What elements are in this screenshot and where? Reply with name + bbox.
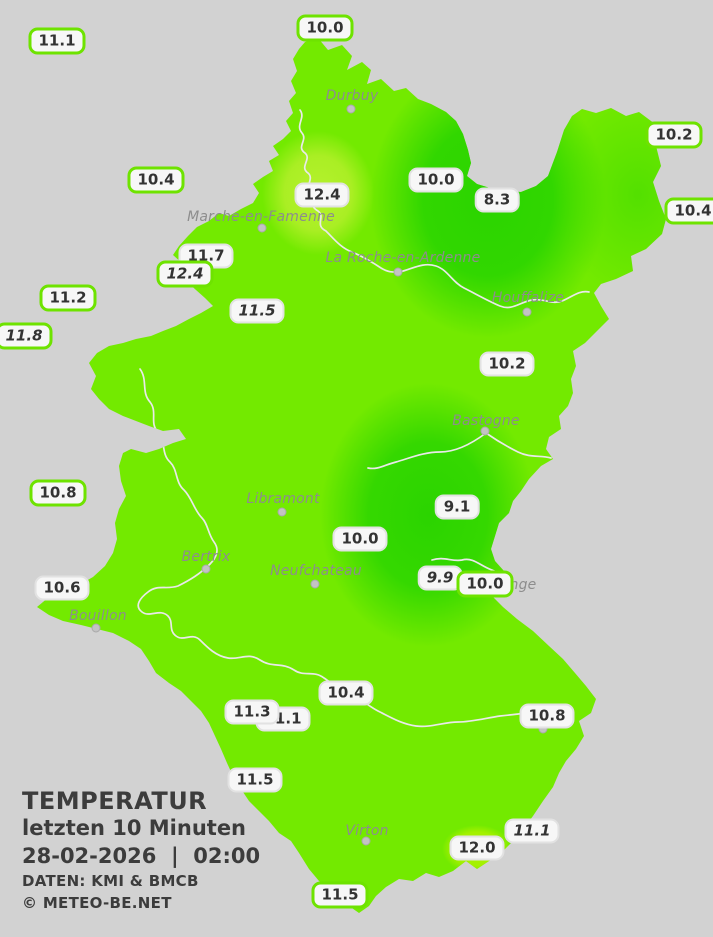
city-label-nge: nge xyxy=(509,577,537,593)
city-dot-la-roche-en-ardenne xyxy=(393,267,403,277)
data-source: DATEN: KMI & BMCB xyxy=(22,872,199,890)
temp-badge-11-3-22: 11.3 xyxy=(224,699,280,725)
temp-badge-10-4-7: 10.4 xyxy=(664,197,713,225)
city-label-neufchateau: Neufchateau xyxy=(270,563,362,579)
city-dot-neufchateau xyxy=(310,579,320,589)
temp-badge-10-6-19: 10.6 xyxy=(34,575,90,601)
temp-badge-11-8-11: 11.8 xyxy=(0,322,53,350)
city-dot-houffalize xyxy=(522,307,532,317)
temp-badge-12-4-9: 12.4 xyxy=(156,260,214,288)
temp-badge-10-0-16: 10.0 xyxy=(332,526,388,552)
temp-badge-11-2-10: 11.2 xyxy=(39,284,97,312)
city-label-libramont: Libramont xyxy=(246,491,320,507)
city-label-bertrix: Bertrix xyxy=(181,549,231,565)
city-dot-virton xyxy=(361,836,371,846)
temp-badge-10-2-13: 10.2 xyxy=(479,351,535,377)
temp-badge-11-5-24: 11.5 xyxy=(227,767,283,793)
city-label-marche-en-famenne: Marche-en-Famenne xyxy=(187,209,335,225)
temp-badge-11-1-0: 11.1 xyxy=(28,27,86,55)
city-label-bastogne: Bastogne xyxy=(452,413,520,429)
city-dot-bastogne xyxy=(480,426,490,436)
map-datetime: 28-02-2026 | 02:00 xyxy=(22,844,261,868)
city-label-la-roche-en-ardenne: La Roche-en-Ardenne xyxy=(325,250,481,266)
temp-badge-12-0-26: 12.0 xyxy=(449,835,505,861)
temp-badge-10-0-1: 10.0 xyxy=(296,14,354,42)
temp-badge-10-4-2: 10.4 xyxy=(127,166,185,194)
temp-badge-10-4-20: 10.4 xyxy=(318,680,374,706)
temp-badge-10-0-18: 10.0 xyxy=(456,570,514,598)
city-dot-durbuy xyxy=(346,104,356,114)
temp-badge-11-1-25: 11.1 xyxy=(504,818,560,844)
temp-badge-10-2-6: 10.2 xyxy=(645,121,703,149)
copyright: © METEO-BE.NET xyxy=(22,894,172,912)
temp-badge-8-3-5: 8.3 xyxy=(474,187,520,213)
city-dot-bouillon xyxy=(91,623,101,633)
city-label-houffalize: Houffalize xyxy=(491,290,565,306)
temp-badge-9-9-17: 9.9 xyxy=(417,565,463,591)
temp-badge-10-8-23: 10.8 xyxy=(519,703,575,729)
title-block: TEMPERATUR letzten 10 Minuten 28-02-2026… xyxy=(22,787,260,914)
temp-badge-12-4-3: 12.4 xyxy=(294,182,350,208)
city-dot-bertrix xyxy=(201,564,211,574)
map-title: TEMPERATUR xyxy=(22,787,208,815)
temp-badge-9-1-15: 9.1 xyxy=(434,494,480,520)
city-dot-libramont xyxy=(277,507,287,517)
city-label-virton: Virton xyxy=(345,823,389,839)
temp-badge-10-0-4: 10.0 xyxy=(408,167,464,193)
temp-badge-11-5-12: 11.5 xyxy=(229,298,285,324)
cold-blob-east-lobe xyxy=(556,90,666,300)
city-label-bouillon: Bouillon xyxy=(69,608,127,624)
city-dot-marche-en-famenne xyxy=(257,223,267,233)
city-label-durbuy: Durbuy xyxy=(325,88,379,104)
temp-badge-11-5-27: 11.5 xyxy=(311,881,369,909)
map-subtitle: letzten 10 Minuten xyxy=(22,816,247,840)
temp-badge-10-8-14: 10.8 xyxy=(29,479,87,507)
